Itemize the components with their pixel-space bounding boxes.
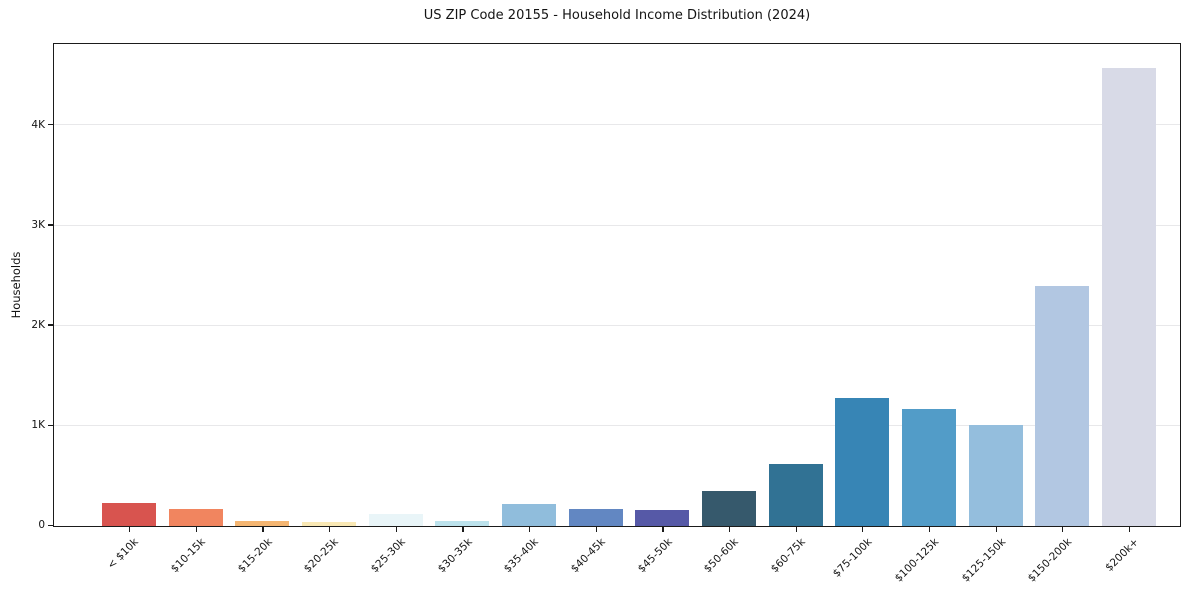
y-tick-label: 1K xyxy=(31,419,45,432)
bar-$25-30k xyxy=(368,514,423,526)
x-tick-label: < $10k xyxy=(105,536,142,572)
x-tick xyxy=(195,527,197,532)
bar-$100-125k xyxy=(901,409,956,526)
bar-$150-200k xyxy=(1035,285,1090,526)
gridline xyxy=(54,324,1180,326)
x-tick-label: $25-30k xyxy=(368,536,408,576)
x-tick xyxy=(129,527,131,532)
x-tick xyxy=(395,527,397,532)
y-tick xyxy=(48,224,53,226)
gridline xyxy=(54,224,1180,226)
y-tick xyxy=(48,424,53,426)
y-tick-label: 3K xyxy=(31,218,45,231)
y-tick-label: 4K xyxy=(31,118,45,131)
bar-$30-35k xyxy=(435,520,490,526)
bar-< $10k xyxy=(102,502,157,526)
x-tick-label: $200k+ xyxy=(1103,536,1141,574)
x-tick-label: $125-150k xyxy=(959,536,1008,585)
x-tick xyxy=(728,527,731,532)
bar-$35-40k xyxy=(502,503,556,526)
x-tick xyxy=(995,527,997,532)
bar-$20-25k xyxy=(302,522,357,526)
y-tick xyxy=(48,124,53,126)
bar-$200k+ xyxy=(1101,68,1156,526)
y-tick-label: 2K xyxy=(31,319,45,332)
x-tick-label: $20-25k xyxy=(302,536,342,576)
y-axis-label: Households xyxy=(9,251,23,319)
x-tick xyxy=(595,527,597,532)
x-tick xyxy=(528,527,531,532)
x-tick xyxy=(862,527,864,532)
x-tick-label: $15-20k xyxy=(235,536,275,576)
bar-$10-15k xyxy=(168,509,223,526)
x-tick-label: $40-45k xyxy=(568,536,608,576)
x-tick-label: $60-75k xyxy=(768,536,808,576)
bar-$40-45k xyxy=(568,508,623,526)
x-tick xyxy=(329,527,331,532)
x-tick-label: $10-15k xyxy=(168,536,208,576)
x-tick-label: $45-50k xyxy=(635,536,675,576)
bar-$45-50k xyxy=(635,509,690,526)
y-tick-label: 0 xyxy=(38,519,45,532)
y-tick xyxy=(48,524,53,527)
x-tick-label: $150-200k xyxy=(1025,536,1075,585)
x-tick-label: $100-125k xyxy=(892,536,941,585)
x-tick xyxy=(462,527,464,532)
bar-$75-100k xyxy=(835,398,890,526)
x-tick-label: $50-60k xyxy=(701,536,742,576)
gridline xyxy=(54,124,1180,126)
bar-$60-75k xyxy=(768,464,823,526)
plot-area xyxy=(53,43,1181,527)
x-tick xyxy=(1128,527,1131,532)
x-tick-label: $35-40k xyxy=(501,536,542,576)
bar-$15-20k xyxy=(235,521,290,526)
y-tick xyxy=(48,324,53,326)
x-tick xyxy=(795,527,797,532)
x-tick xyxy=(1062,527,1064,532)
x-tick xyxy=(662,527,664,532)
chart-title: US ZIP Code 20155 - Household Income Dis… xyxy=(423,8,811,23)
x-tick xyxy=(262,527,264,532)
x-tick xyxy=(928,527,931,532)
gridline xyxy=(54,424,1180,426)
x-tick-label: $30-35k xyxy=(435,536,475,576)
x-tick-label: $75-100k xyxy=(830,536,875,580)
bar-$50-60k xyxy=(701,491,756,526)
bar-$125-150k xyxy=(968,424,1023,526)
